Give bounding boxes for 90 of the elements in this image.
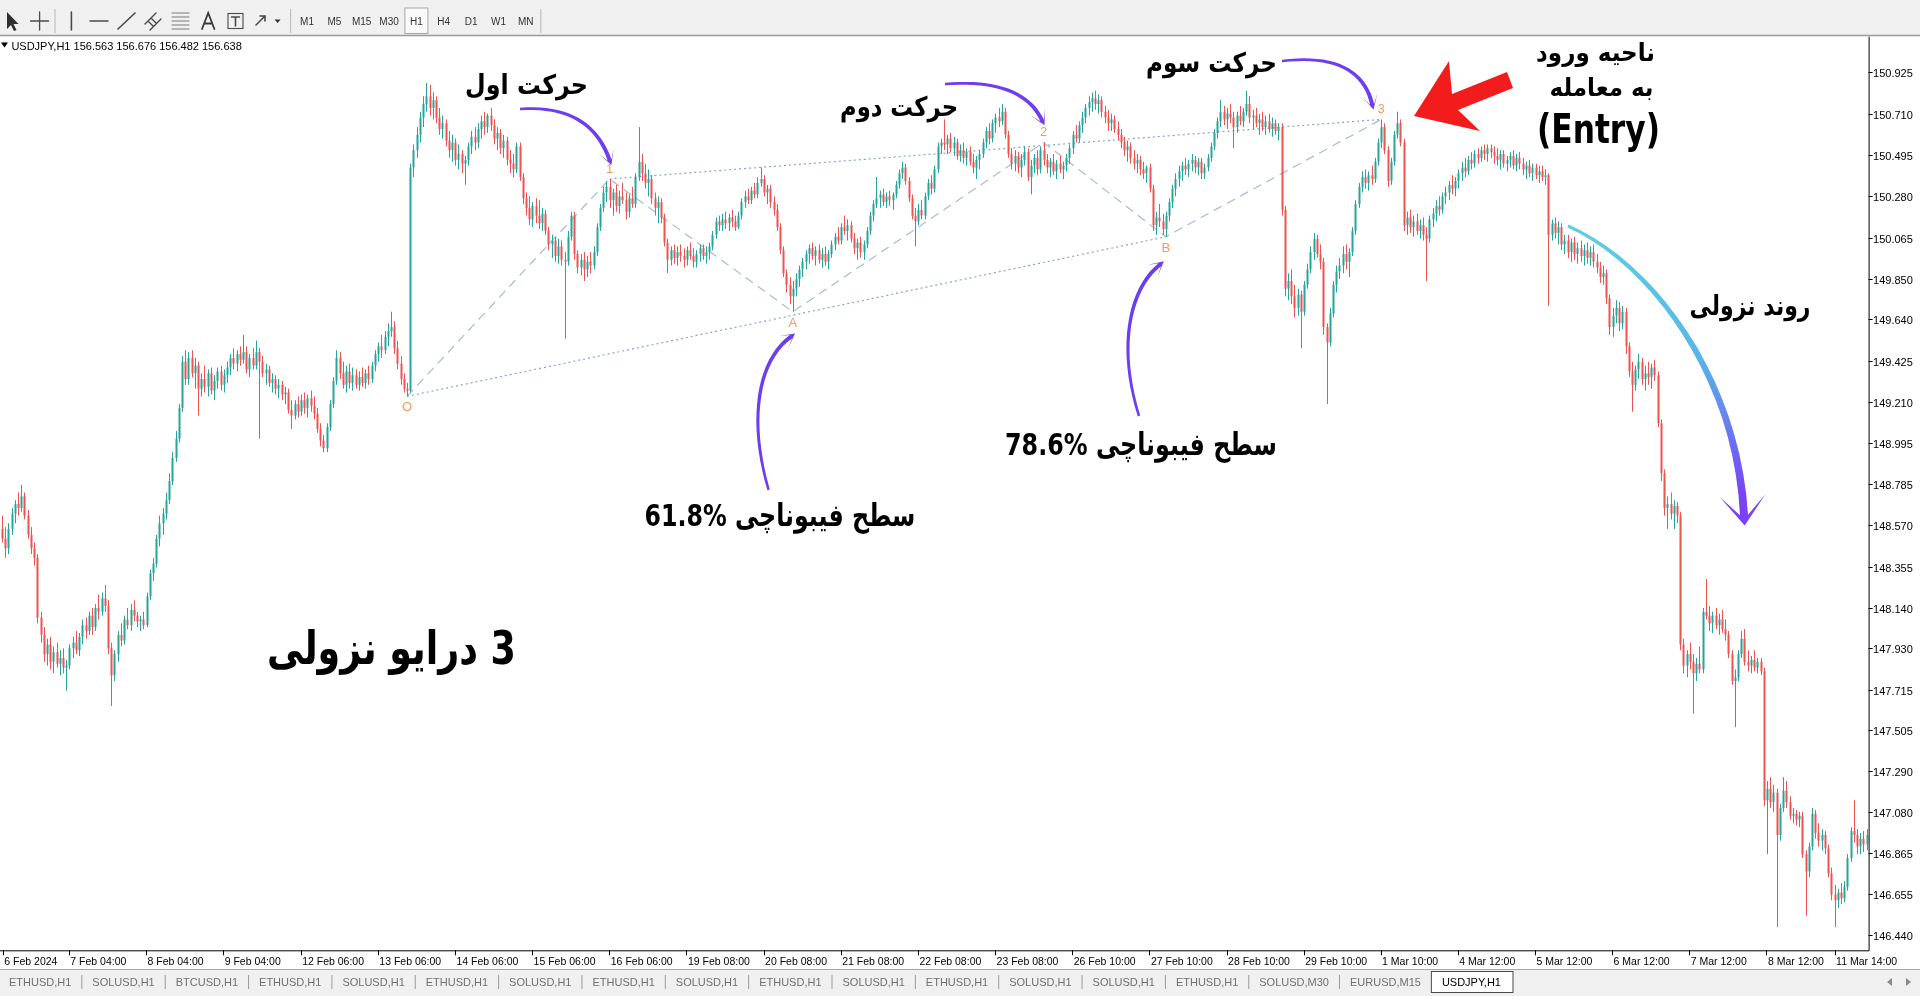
y-tick-label: 148.355	[1873, 561, 1913, 574]
y-tick-label: 149.850	[1873, 273, 1913, 286]
x-tick-label: 29 Feb 10:00	[1305, 954, 1368, 967]
x-tick-label: 7 Feb 04:00	[70, 954, 127, 967]
y-tick-label: 146.440	[1873, 929, 1913, 942]
y-tick-label: 149.210	[1873, 396, 1913, 409]
x-tick-label: 8 Feb 04:00	[147, 954, 204, 967]
y-tick-label: 149.640	[1873, 313, 1913, 326]
text: ETHUSD,H1	[592, 975, 655, 988]
y-tick-label: 146.655	[1873, 888, 1913, 901]
x-tick-label: 19 Feb 08:00	[687, 954, 750, 967]
y-tick-label: 146.865	[1873, 847, 1913, 860]
x-tick-label: 6 Mar 12:00	[1613, 954, 1670, 967]
x-tick-label: 7 Mar 12:00	[1690, 954, 1747, 967]
annotation: 1	[605, 161, 614, 177]
y-tick-label: 148.995	[1873, 437, 1913, 450]
y-tick-label: 147.930	[1873, 642, 1913, 655]
annotation: B	[1161, 239, 1171, 255]
text: SOLUSD,H1	[342, 975, 405, 988]
y-tick-label: 148.140	[1873, 602, 1913, 615]
chart-title: USDJPY,H1 156.563 156.676 156.482 156.638	[11, 40, 242, 52]
annotation: A	[788, 314, 798, 330]
annotation: O	[401, 399, 413, 415]
text: ETHUSD,H1	[759, 975, 822, 988]
text: SOLUSD,H1	[1009, 975, 1072, 988]
text: H4	[437, 15, 451, 27]
x-tick-label: 12 Feb 06:00	[302, 954, 365, 967]
text: SOLUSD,H1	[509, 975, 572, 988]
x-tick-label: 27 Feb 10:00	[1150, 954, 1213, 967]
x-tick-label: 21 Feb 08:00	[842, 954, 905, 967]
x-tick-label: 11 Mar 14:00	[1836, 954, 1898, 967]
x-tick-label: 28 Feb 10:00	[1228, 954, 1291, 967]
text: SOLUSD,H1	[675, 975, 739, 988]
text: ETHUSD,H1	[425, 975, 489, 988]
annotation: سطح فیبوناچی %78.6	[1005, 425, 1277, 463]
annotation: (Entry)	[1537, 105, 1660, 152]
text: SOLUSD,H1	[842, 975, 905, 988]
annotation: حرکت اول	[465, 68, 588, 102]
text: BTCUSD,H1	[175, 975, 239, 988]
y-tick-label: 147.715	[1873, 684, 1913, 697]
annotation: روند نزولی	[1689, 289, 1811, 322]
y-tick-label: 147.505	[1873, 724, 1913, 737]
text: ETHUSD,H1	[9, 975, 72, 988]
x-tick-label: 14 Feb 06:00	[456, 954, 519, 967]
text: ETHUSD,H1	[259, 975, 322, 988]
y-tick-label: 150.925	[1873, 66, 1913, 79]
text: W1	[490, 15, 507, 27]
text: SOLUSD,M30	[1259, 975, 1329, 988]
y-tick-label: 150.280	[1873, 190, 1913, 203]
text: H1	[410, 15, 424, 27]
x-tick-label: 16 Feb 06:00	[610, 954, 673, 967]
text: M5	[327, 15, 342, 27]
annotation: ناحیه ورود به معامله	[1536, 38, 1655, 103]
y-tick-label: 150.495	[1873, 149, 1913, 162]
x-tick-label: 23 Feb 08:00	[996, 954, 1059, 967]
x-tick-label: 22 Feb 08:00	[919, 954, 982, 967]
x-tick-label: 6 Feb 2024	[4, 954, 58, 967]
annotation: حرکت دوم	[839, 90, 959, 123]
text: EURUSD,M15	[1349, 975, 1421, 988]
y-tick-label: 148.570	[1873, 519, 1913, 532]
y-tick-label: 148.785	[1873, 478, 1913, 491]
y-tick-label: 147.290	[1873, 765, 1913, 778]
text: D1	[464, 15, 478, 27]
y-tick-label: 150.065	[1873, 232, 1913, 245]
x-tick-label: 13 Feb 06:00	[379, 954, 442, 967]
x-tick-label: 9 Feb 04:00	[224, 954, 281, 967]
text: SOLUSD,H1	[92, 975, 155, 988]
x-tick-label: 4 Mar 12:00	[1459, 954, 1516, 967]
text: M15	[351, 15, 372, 27]
x-tick-label: 26 Feb 10:00	[1073, 954, 1136, 967]
text: USDJPY,H1	[1441, 975, 1501, 988]
y-tick-label: 149.425	[1873, 355, 1913, 368]
annotation: سطح فیبوناچی %61.8	[644, 496, 916, 534]
x-tick-label: 5 Mar 12:00	[1536, 954, 1593, 967]
text: ETHUSD,H1	[1175, 975, 1239, 988]
y-tick-label: 150.710	[1873, 108, 1913, 121]
text: M1	[300, 15, 315, 27]
annotation: 2	[1040, 124, 1048, 140]
x-tick-label: 15 Feb 06:00	[533, 954, 596, 967]
x-tick-label: 1 Mar 10:00	[1382, 954, 1439, 967]
annotation: 3	[1377, 101, 1385, 117]
annotation: حرکت سوم	[1146, 46, 1277, 79]
x-tick-label: 20 Feb 08:00	[765, 954, 828, 967]
x-tick-label: 8 Mar 12:00	[1767, 954, 1825, 967]
text: M30	[379, 15, 400, 27]
annotation: 3 درایو نزولی	[267, 619, 516, 676]
text: ETHUSD,H1	[925, 975, 989, 988]
text: SOLUSD,H1	[1092, 975, 1155, 988]
y-tick-label: 147.080	[1873, 806, 1913, 819]
text: MN	[518, 15, 534, 27]
